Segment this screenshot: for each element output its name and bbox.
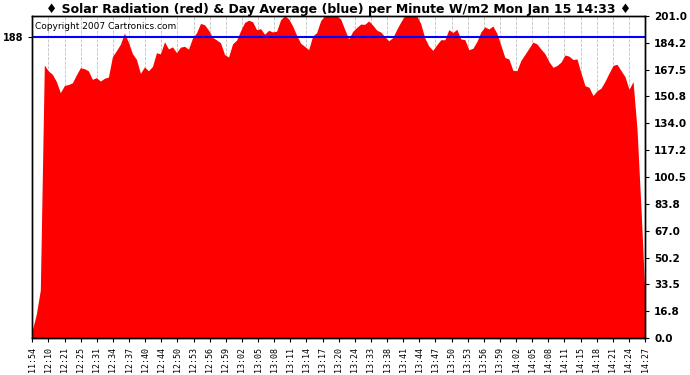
Text: Copyright 2007 Cartronics.com: Copyright 2007 Cartronics.com	[35, 22, 177, 31]
Title: ♦ Solar Radiation (red) & Day Average (blue) per Minute W/m2 Mon Jan 15 14:33 ♦: ♦ Solar Radiation (red) & Day Average (b…	[46, 3, 631, 16]
